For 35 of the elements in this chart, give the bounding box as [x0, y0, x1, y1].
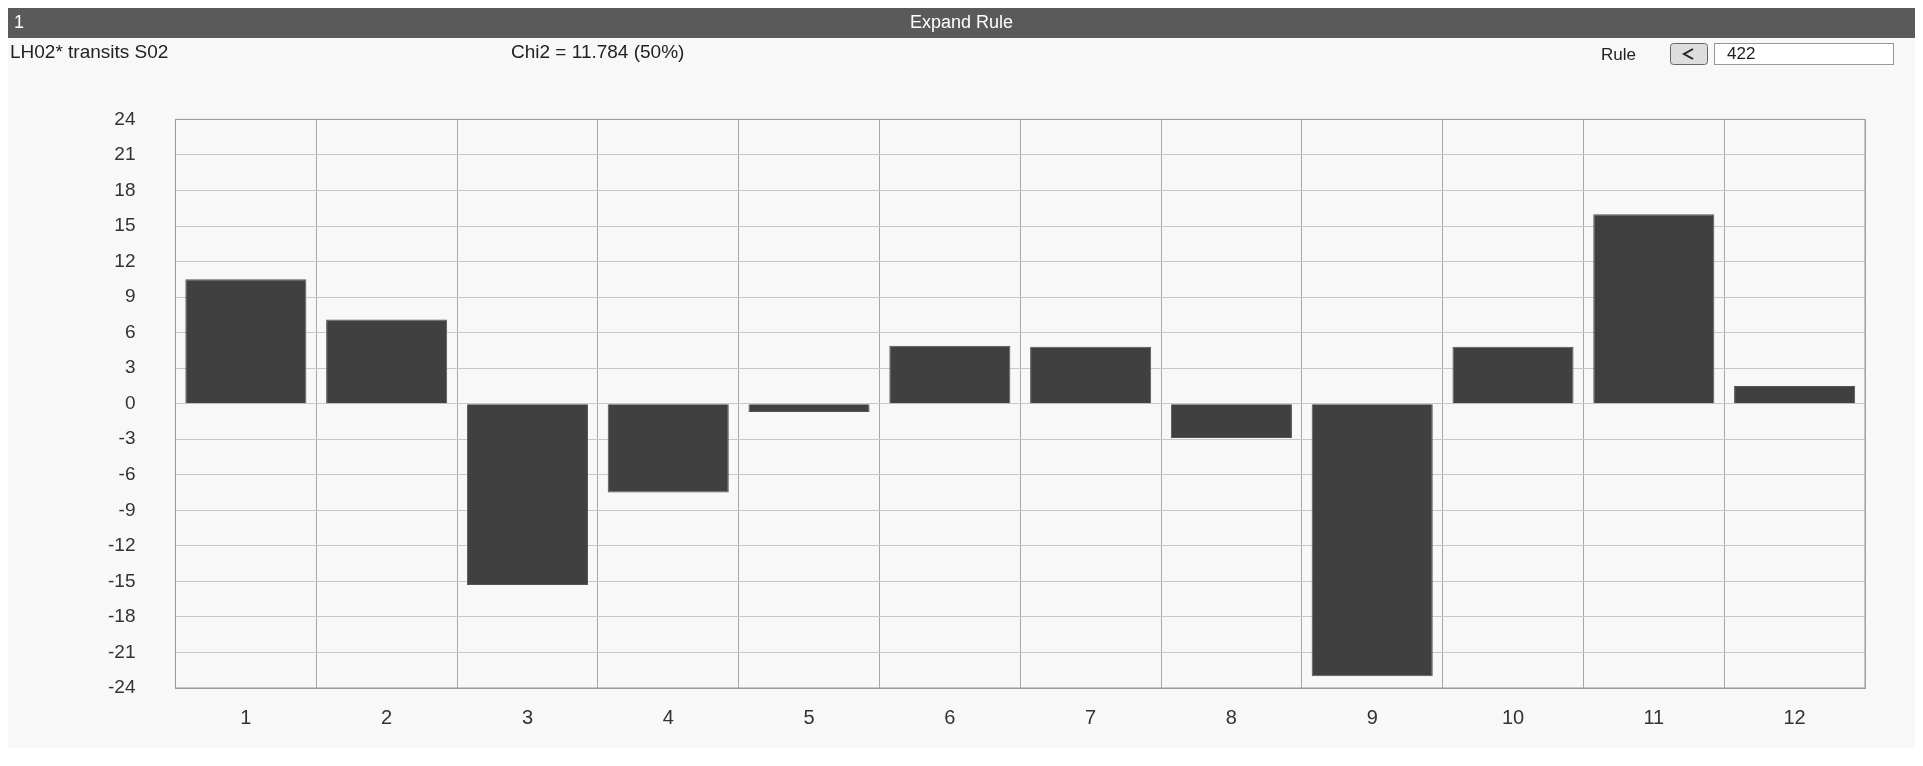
y-tick-label: -15	[107, 569, 136, 591]
y-tick-label: 9	[124, 285, 136, 307]
y-tick-label: -3	[118, 427, 136, 449]
x-tick-label: 7	[1085, 705, 1097, 728]
x-tick-label: 10	[1501, 705, 1525, 728]
y-tick-label: -6	[118, 463, 136, 485]
chart-title: LH02* transits S02	[10, 41, 169, 63]
x-tick-label: 9	[1366, 705, 1378, 728]
y-tick-label: 21	[114, 143, 136, 165]
y-tick-label: -21	[107, 640, 136, 662]
x-tick-label: 3	[521, 705, 534, 728]
x-tick-label: 6	[944, 705, 956, 728]
chart-subtitle: Chi2 = 11.784 (50%)	[511, 41, 685, 63]
text: 422	[1714, 43, 1894, 65]
text: 1	[14, 12, 25, 33]
x-tick-label: 11	[1643, 705, 1665, 728]
y-tick-label: -18	[107, 605, 136, 627]
y-tick-label: 15	[114, 214, 136, 236]
y-tick-label: 3	[124, 356, 136, 378]
y-tick-label: 12	[114, 249, 136, 271]
y-tick-label: -12	[107, 534, 136, 556]
x-tick-label: 4	[662, 705, 674, 728]
y-tick-label: 18	[114, 178, 136, 200]
x-tick-label: 2	[381, 705, 393, 728]
y-tick-label: -24	[107, 676, 136, 698]
y-tick-label: 6	[124, 320, 136, 342]
x-tick-label: 8	[1225, 705, 1237, 728]
y-tick-label: -9	[118, 498, 136, 520]
text: Expand Rule	[909, 12, 1014, 32]
text: Rule	[1601, 45, 1636, 65]
y-tick-label: 24	[114, 107, 136, 129]
x-tick-label: 5	[803, 705, 815, 728]
x-tick-label: 12	[1783, 705, 1806, 728]
x-tick-label: 1	[240, 705, 252, 728]
y-tick-label: 0	[124, 391, 136, 413]
